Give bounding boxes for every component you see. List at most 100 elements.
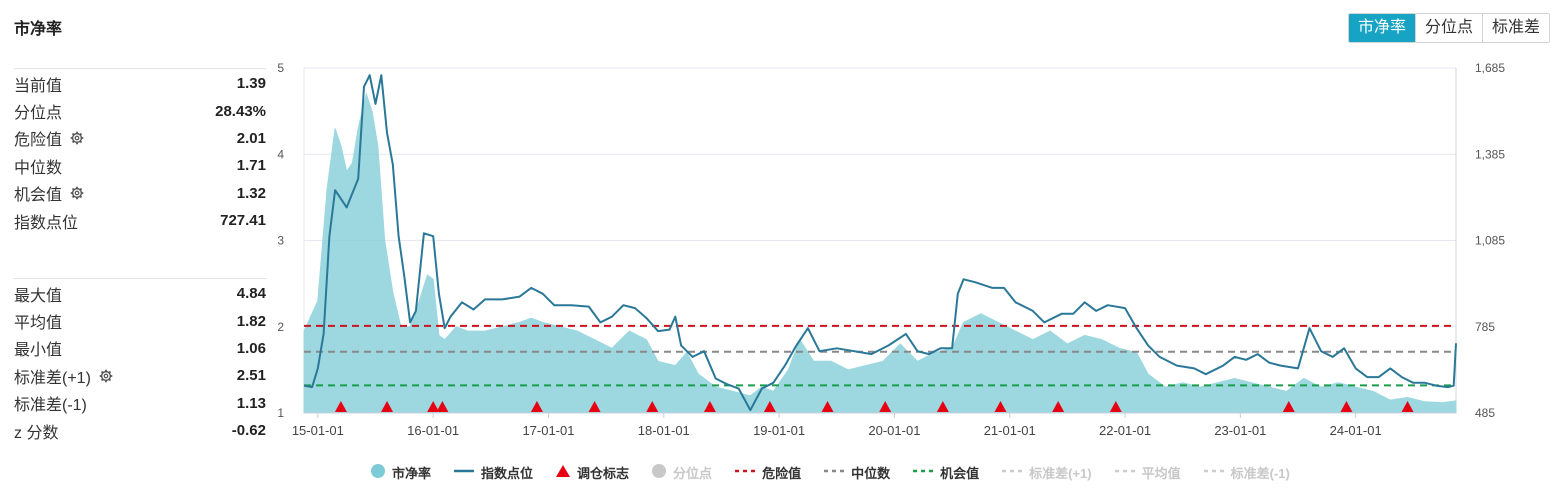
rebalance-marker <box>530 401 543 412</box>
stat-label: 平均值 <box>14 309 62 333</box>
legend-item[interactable]: 机会值 <box>912 463 979 482</box>
y-left-tick-label: 2 <box>277 320 284 334</box>
x-tick-label: 18-01-01 <box>638 423 690 438</box>
rebalance-marker <box>334 401 347 412</box>
stat-row: 机会值 1.32 <box>14 180 266 207</box>
stat-row: 危险值 2.01 <box>14 125 266 152</box>
stat-value: 1.71 <box>236 157 266 175</box>
legend-label: 市净率 <box>392 466 432 481</box>
stat-label-text: z 分数 <box>14 424 59 442</box>
rebalance-marker <box>381 401 394 412</box>
rebalance-marker <box>436 401 449 412</box>
stat-label-text: 危险值 <box>14 132 63 150</box>
legend-item[interactable]: 平均值 <box>1114 463 1181 482</box>
dot-icon <box>370 463 386 482</box>
toggle-percentile-button[interactable]: 分位点 <box>1414 14 1482 42</box>
stat-label-text: 分位点 <box>14 105 63 123</box>
gear-icon[interactable] <box>99 369 113 383</box>
stat-label-text: 最小值 <box>14 342 63 360</box>
stat-row: 最大值 4.84 <box>14 280 266 307</box>
stat-value: 1.13 <box>236 394 266 412</box>
rebalance-marker <box>427 401 440 412</box>
rebalance-marker <box>1401 401 1414 412</box>
line-icon <box>734 463 756 482</box>
rebalance-marker <box>646 401 659 412</box>
stat-label-text: 中位数 <box>14 159 63 177</box>
legend-item[interactable]: 指数点位 <box>453 463 533 482</box>
stat-label: 标准差(-1) <box>14 391 87 415</box>
stats-panel-summary: 最大值 4.84 平均值 1.82 最小值 1.06 标准差(+1) 2.51 标准差(-1) 1… <box>14 278 266 444</box>
legend-item[interactable]: 中位数 <box>823 463 890 482</box>
stat-label-text: 最大值 <box>14 287 63 305</box>
legend-item[interactable]: 调仓标志 <box>555 463 629 482</box>
stat-label: z 分数 <box>14 419 58 443</box>
rebalance-marker <box>703 401 716 412</box>
stat-label: 危险值 <box>14 126 84 150</box>
stat-label: 标准差(+1) <box>14 364 113 388</box>
line-icon <box>912 463 934 482</box>
line-icon <box>1001 463 1023 482</box>
stat-label-text: 机会值 <box>14 187 63 205</box>
stat-value: 1.06 <box>236 339 266 357</box>
stat-label: 中位数 <box>14 154 62 178</box>
x-tick-label: 17-01-01 <box>522 423 574 438</box>
stat-label: 机会值 <box>14 181 84 205</box>
stat-row: 当前值 1.39 <box>14 70 266 97</box>
stat-label-text: 标准差(+1) <box>14 369 91 387</box>
toggle-stddev-button[interactable]: 标准差 <box>1481 14 1549 42</box>
legend-label: 平均值 <box>1141 466 1181 481</box>
legend-item[interactable]: 分位点 <box>651 463 712 482</box>
rebalance-marker <box>994 401 1007 412</box>
stat-label: 指数点位 <box>14 209 78 233</box>
rebalance-marker <box>763 401 776 412</box>
gear-icon[interactable] <box>70 131 84 145</box>
stat-value: 28.43% <box>215 102 266 120</box>
stat-label-text: 指数点位 <box>14 214 79 232</box>
stat-value: 1.82 <box>236 312 266 330</box>
stat-row: z 分数 -0.62 <box>14 417 266 444</box>
legend-item[interactable]: 危险值 <box>734 463 801 482</box>
rebalance-marker <box>879 401 892 412</box>
x-tick-label: 16-01-01 <box>407 423 459 438</box>
y-right-tick-label: 1,385 <box>1475 147 1505 161</box>
stat-row: 中位数 1.71 <box>14 152 266 179</box>
legend-label: 分位点 <box>673 466 713 481</box>
x-tick-label: 20-01-01 <box>868 423 920 438</box>
y-left-tick-label: 5 <box>277 61 284 75</box>
gear-icon[interactable] <box>70 186 84 200</box>
chart-legend: 市净率 指数点位 调仓标志 分位点 危险值 中位数 机会值 标准差(+1) 平均值 标准差(-1) <box>370 463 1312 482</box>
line-icon <box>823 463 845 482</box>
stat-label-text: 标准差(-1) <box>14 397 87 415</box>
y-right-tick-label: 1,685 <box>1475 61 1505 75</box>
rebalance-marker <box>588 401 601 412</box>
legend-item[interactable]: 市净率 <box>370 463 431 482</box>
pb-chart: 1 485 2 785 3 1,085 4 1,385 5 1,685 15-01-01 16-01-… <box>277 61 1505 438</box>
stat-label-text: 平均值 <box>14 315 63 333</box>
stats-panel-current: 当前值 1.39 分位点 28.43% 危险值 2.01 中位数 1.71 机会值 1.32 指数点… <box>14 68 266 234</box>
stat-value: 1.32 <box>236 184 266 202</box>
y-right-tick-label: 1,085 <box>1475 234 1505 248</box>
legend-label: 中位数 <box>851 466 891 481</box>
legend-item[interactable]: 标准差(-1) <box>1203 463 1290 482</box>
stat-row: 平均值 1.82 <box>14 307 266 334</box>
toggle-pb-button[interactable]: 市净率 <box>1348 14 1415 42</box>
x-tick-label: 15-01-01 <box>292 423 344 438</box>
legend-label: 指数点位 <box>481 466 534 481</box>
y-left-tick-label: 3 <box>277 234 284 248</box>
stat-label: 最大值 <box>14 282 62 306</box>
stat-label: 最小值 <box>14 336 62 360</box>
x-tick-label: 22-01-01 <box>1099 423 1151 438</box>
index-line <box>303 74 1457 412</box>
stat-value: 727.41 <box>220 212 266 230</box>
y-left-tick-label: 1 <box>277 406 284 420</box>
page-title: 市净率 <box>14 21 63 38</box>
legend-label: 调仓标志 <box>577 466 630 481</box>
stat-row: 指数点位 727.41 <box>14 207 266 234</box>
stat-row: 分位点 28.43% <box>14 97 266 124</box>
triangle-icon <box>555 463 571 482</box>
rebalance-marker <box>821 401 834 412</box>
legend-label: 标准差(+1) <box>1029 466 1092 481</box>
stat-value: -0.62 <box>231 422 266 440</box>
y-left-tick-label: 4 <box>277 147 284 161</box>
legend-item[interactable]: 标准差(+1) <box>1001 463 1092 482</box>
